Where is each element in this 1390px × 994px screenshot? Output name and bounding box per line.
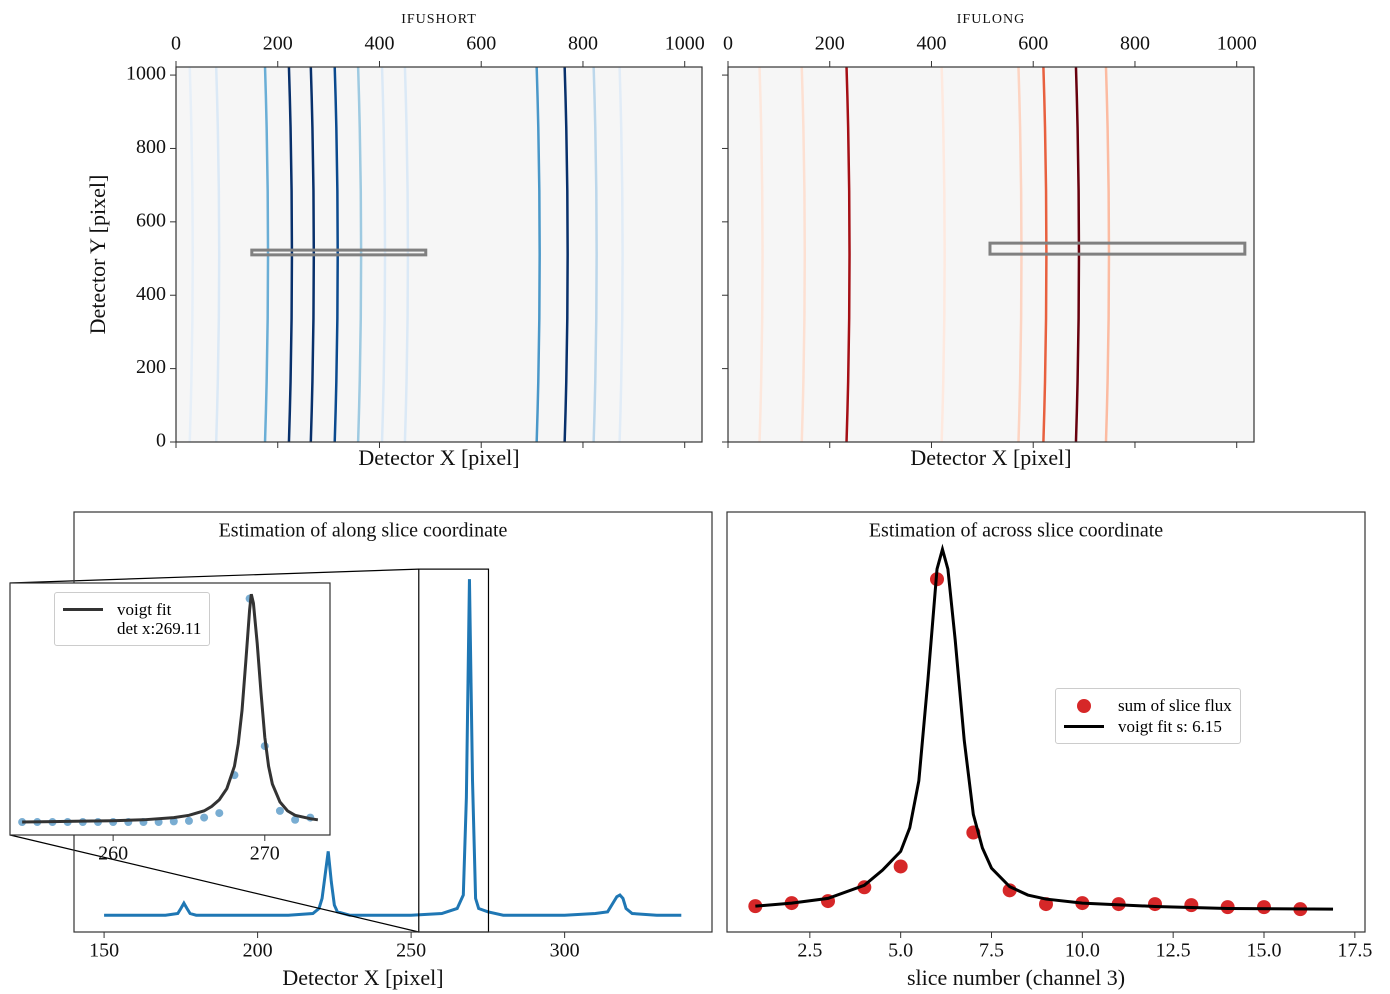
y-tick-label: 0 [156,430,166,452]
x-tick-label: 200 [263,33,293,55]
x-tick-label: 800 [568,33,598,55]
x-tick-label: 600 [1018,33,1048,55]
y-tick-label: 800 [136,136,166,158]
data-point [200,814,208,822]
x-tick-label: 800 [1120,33,1150,55]
x-tick-label: 1000 [665,33,705,55]
figure: 0200400600800100002004006008001000IFUSHO… [0,0,1390,994]
chart-title: IFUSHORT [401,12,477,27]
x-tick-label: 200 [815,33,845,55]
y-tick-label: 200 [136,356,166,378]
x-axis-label: Detector X [pixel] [358,445,519,470]
x-tick-label: 150 [89,940,119,962]
legend-item: voigt fit det x:269.11 [63,600,201,638]
data-point [1148,897,1162,911]
x-tick-label: 270 [250,843,280,865]
x-axis-label: slice number (channel 3) [907,965,1125,990]
chart-title: Estimation of along slice coordinate [219,520,508,542]
legend: sum of slice flux voigt fit s: 6.15 [1055,688,1241,744]
data-point [894,859,908,873]
x-tick-label: 0 [723,33,733,55]
x-tick-label: 10.0 [1065,940,1100,962]
legend: voigt fit det x:269.11 [54,592,210,646]
page: 0200400600800100002004006008001000IFUSHO… [0,0,1390,994]
legend-item: voigt fit s: 6.15 [1064,717,1232,736]
x-tick-label: 300 [550,940,580,962]
x-tick-label: 400 [364,33,394,55]
x-tick-label: 400 [916,33,946,55]
chart-title: IFULONG [957,12,1025,27]
data-point [1257,900,1271,914]
x-tick-label: 250 [396,940,426,962]
x-axis-label: Detector X [pixel] [910,445,1071,470]
data-point [215,809,223,817]
chart-title: Estimation of across slice coordinate [869,520,1163,542]
x-tick-label: 7.5 [979,940,1004,962]
x-axis-label: Detector X [pixel] [282,965,443,990]
x-tick-label: 17.5 [1337,940,1372,962]
y-axis-label: Detector Y [pixel] [85,175,110,335]
legend-label: sum of slice flux [1118,696,1232,715]
legend-swatch [1064,717,1104,736]
legend-label: voigt fit s: 6.15 [1118,717,1222,736]
x-tick-label: 0 [171,33,181,55]
legend-item: sum of slice flux [1064,696,1232,715]
x-tick-label: 12.5 [1156,940,1191,962]
x-tick-label: 600 [466,33,496,55]
data-point [276,807,284,815]
x-tick-label: 2.5 [797,940,822,962]
legend-swatch [1064,696,1104,715]
legend-swatch [63,600,103,619]
x-tick-label: 200 [243,940,273,962]
x-tick-label: 260 [98,843,128,865]
y-tick-label: 1000 [126,63,166,85]
legend-label: voigt fit det x:269.11 [117,600,201,638]
y-tick-label: 600 [136,209,166,231]
data-point [185,817,193,825]
data-point [1184,898,1198,912]
y-tick-label: 400 [136,283,166,305]
axes-background [727,512,1365,932]
x-tick-label: 5.0 [888,940,913,962]
x-tick-label: 1000 [1217,33,1257,55]
x-tick-label: 15.0 [1246,940,1281,962]
